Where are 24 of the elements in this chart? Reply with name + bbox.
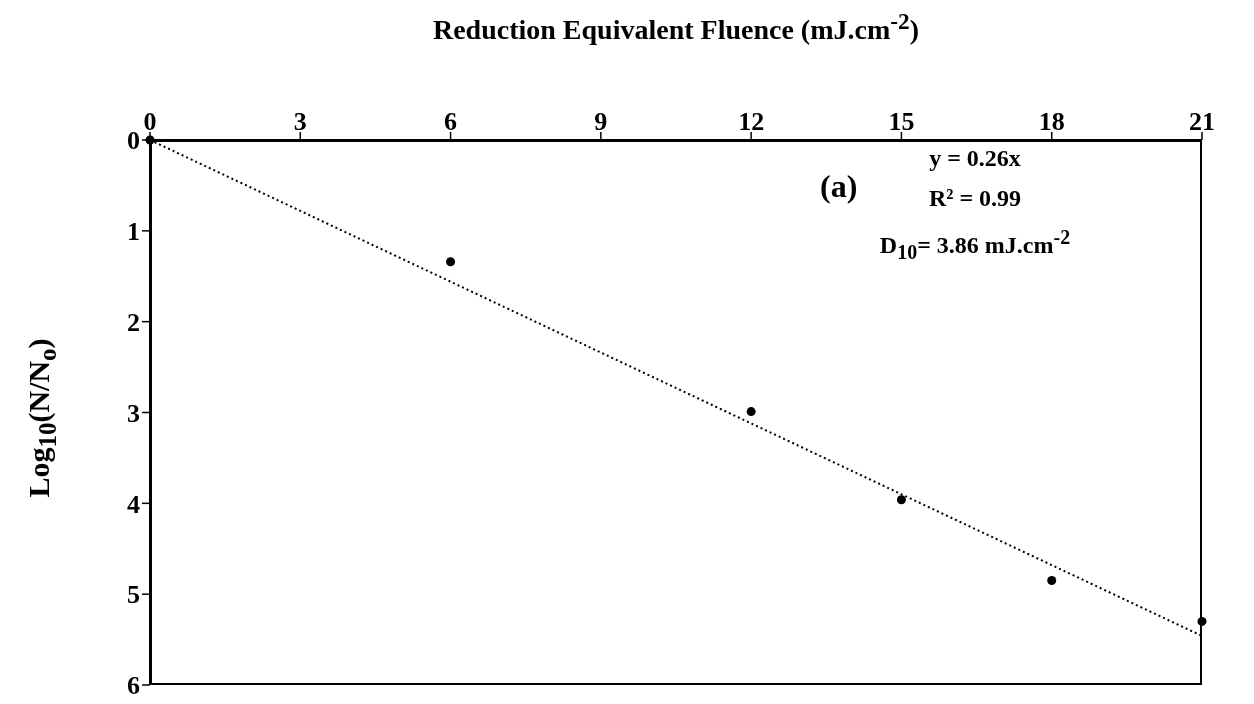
annotation: y = 0.26x [929,145,1021,171]
y-tick-label: 4 [127,489,140,519]
x-tick-label: 21 [1189,107,1215,136]
annotation: R² = 0.99 [928,185,1022,211]
x-tick-label: 6 [444,107,458,136]
y-tick-label: 3 [127,398,140,428]
point [896,495,906,505]
y-tick-label: 2 [127,307,140,337]
x-tick-label: 12 [738,107,765,136]
x-tick-label: 9 [594,107,608,136]
x-tick-label: 15 [888,107,915,136]
x-axis-title: Reduction Equivalent Fluence (mJ.cm$^{-2}$) [431,8,921,47]
point [1197,616,1207,626]
x-tick-label: 3 [293,107,307,136]
x-tick-label: 18 [1038,107,1065,136]
y-tick-label: 5 [127,580,140,610]
y-tick-label: 0 [127,126,140,156]
point [1047,576,1057,586]
point [446,257,456,267]
y-tick-label: 1 [127,217,140,247]
annotation: D$_{10}$= 3.86 mJ.cm$^{-2}$ [878,226,1072,264]
annotation: (a) [820,168,858,205]
point [746,407,756,417]
y-tick-label: 6 [127,671,140,701]
